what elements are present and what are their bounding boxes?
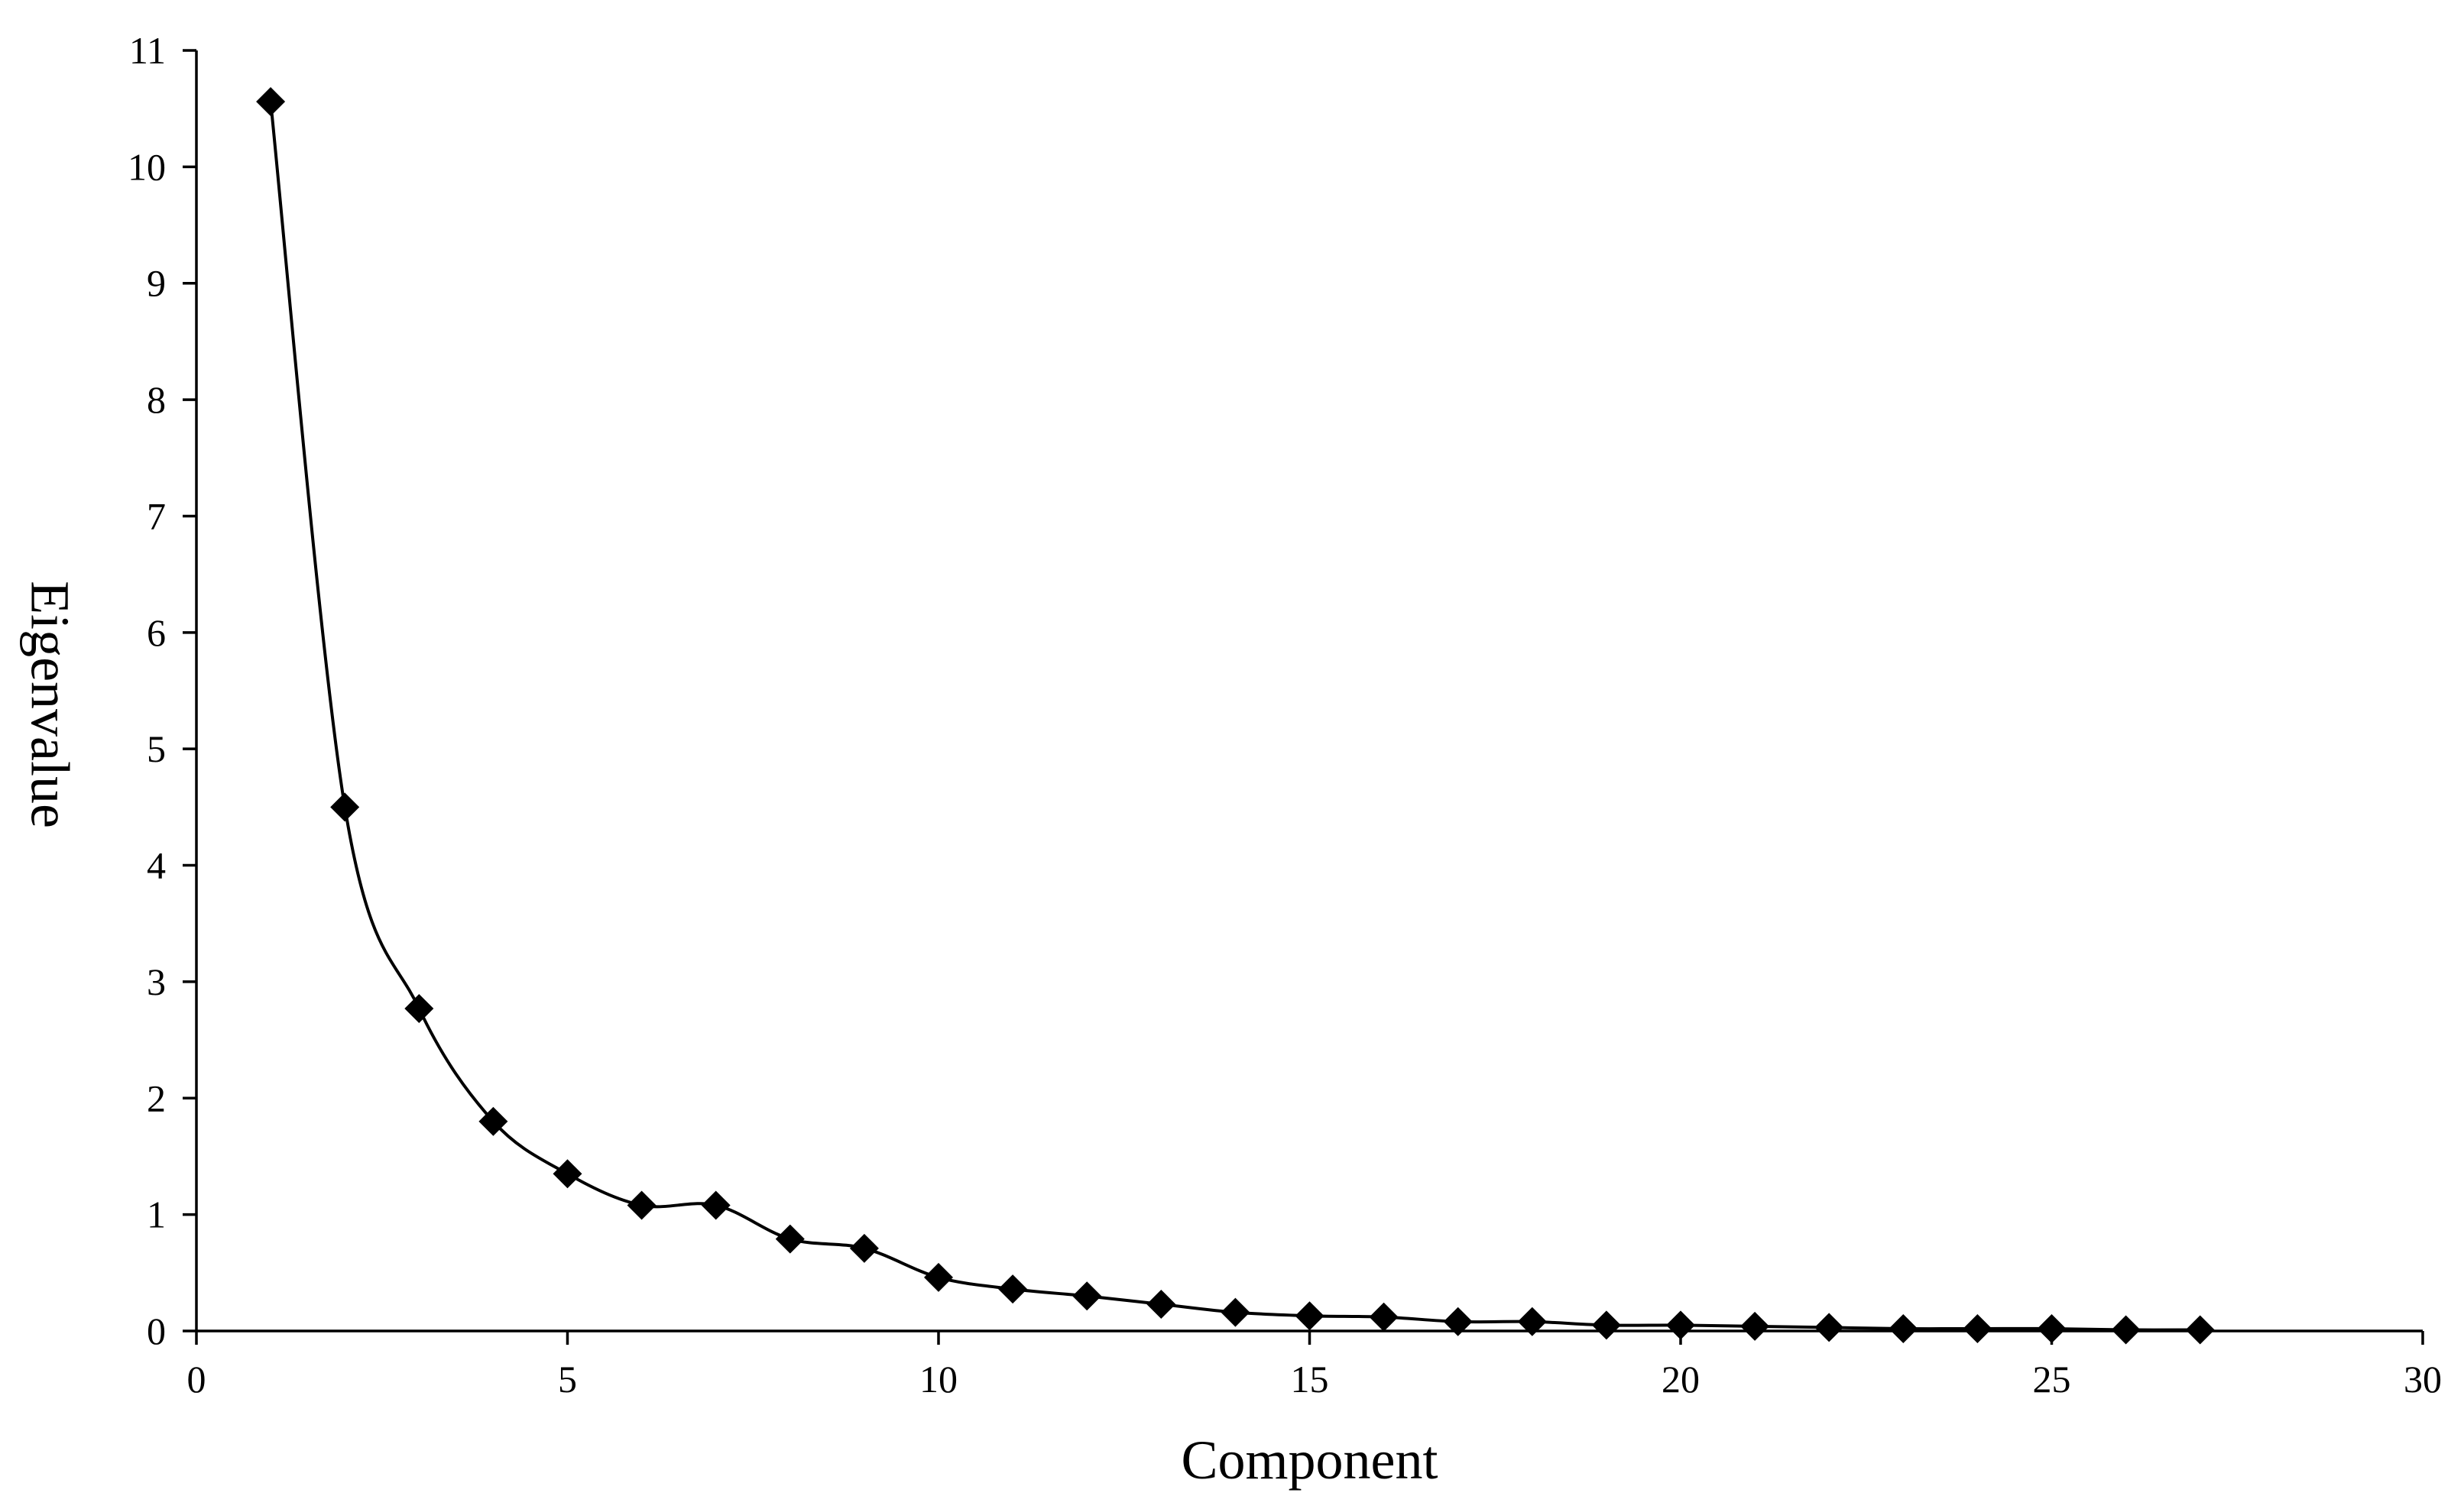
y-tick-label: 10 [128,145,166,188]
data-point-25 [2037,1313,2067,1343]
x-tick-label: 5 [558,1358,577,1401]
data-point-26 [2111,1315,2141,1345]
y-tick-label: 1 [147,1193,166,1236]
data-point-5 [553,1159,582,1189]
y-tick-label: 5 [147,727,166,770]
series-line [269,101,2200,1332]
data-point-22 [1814,1313,1844,1342]
x-tick-label: 30 [2404,1358,2442,1401]
data-point-11 [998,1274,1028,1304]
data-point-6 [627,1190,657,1220]
y-tick-label: 0 [147,1310,166,1352]
data-point-19 [1591,1310,1621,1340]
y-tick-label: 4 [147,844,166,887]
y-tick-label: 7 [147,494,166,537]
y-tick-label: 2 [147,1077,166,1119]
data-point-20 [1666,1310,1695,1340]
y-tick-label: 11 [129,29,166,72]
x-axis-title: Component [1182,1430,1438,1491]
axes [195,50,2423,1333]
data-point-10 [924,1262,953,1292]
data-point-1 [256,87,286,117]
x-axis-ticks: 0 5 10 15 20 25 30 [187,1331,2442,1401]
data-point-18 [1517,1307,1547,1336]
y-axis-title: Eigenvalue [19,581,80,828]
data-point-24 [1963,1313,1992,1343]
x-tick-label: 20 [1662,1358,1700,1401]
data-point-27 [2185,1315,2215,1345]
x-tick-label: 15 [1291,1358,1329,1401]
data-point-3 [404,993,434,1023]
y-tick-label: 8 [147,378,166,421]
x-tick-label: 0 [187,1358,206,1401]
data-point-8 [775,1224,805,1254]
y-tick-label: 6 [147,611,166,654]
data-point-16 [1369,1302,1399,1332]
data-point-23 [1889,1313,1918,1343]
data-point-13 [1146,1289,1176,1319]
data-point-15 [1295,1301,1324,1331]
data-point-21 [1740,1311,1770,1341]
data-point-9 [849,1233,879,1263]
data-point-4 [478,1106,508,1136]
y-axis-ticks: 0 1 2 3 4 5 6 7 8 9 10 11 [128,29,196,1352]
data-point-12 [1072,1281,1102,1311]
y-tick-label: 3 [147,960,166,1003]
data-point-2 [330,792,360,822]
x-tick-label: 25 [2033,1358,2071,1401]
series-markers [256,87,2215,1345]
data-point-7 [701,1190,731,1220]
data-point-17 [1443,1307,1473,1336]
data-point-14 [1221,1297,1250,1327]
y-tick-label: 9 [147,262,166,305]
x-tick-label: 10 [919,1358,958,1401]
